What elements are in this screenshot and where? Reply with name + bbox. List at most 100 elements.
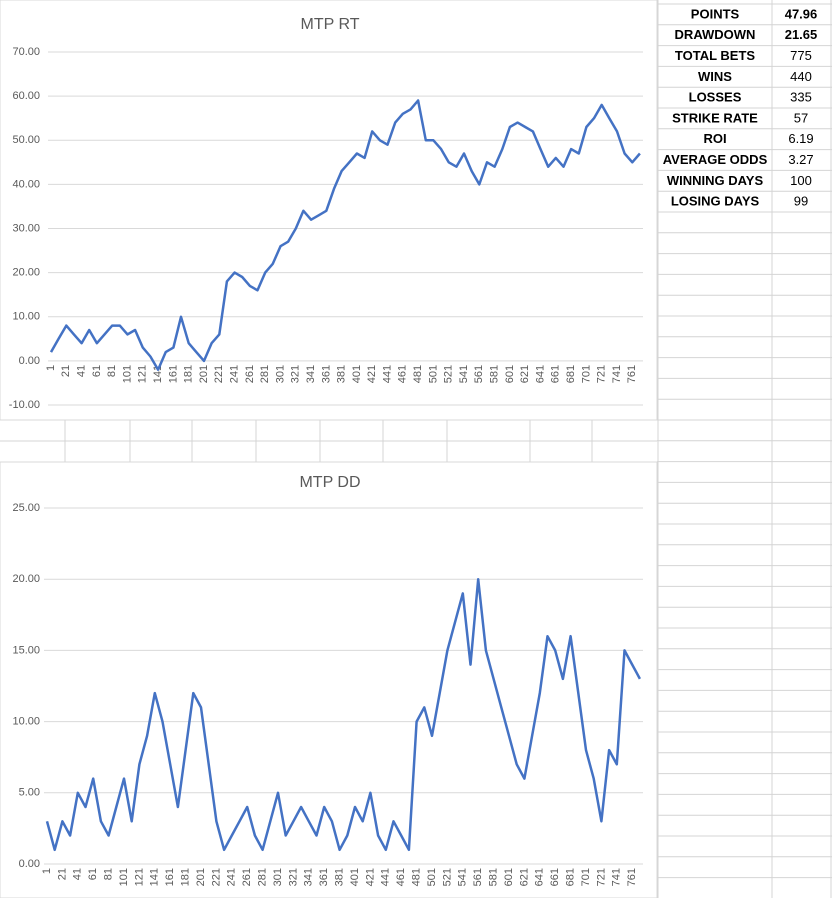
x-tick-label: 581	[489, 365, 501, 383]
y-tick-label: 20.00	[12, 267, 40, 279]
x-tick-label: 101	[118, 868, 130, 886]
x-tick-label: 481	[411, 868, 423, 886]
x-tick-label: 181	[180, 868, 192, 886]
x-tick-label: 381	[334, 868, 346, 886]
y-tick-label: 50.00	[12, 134, 40, 146]
x-tick-label: 421	[366, 365, 378, 383]
x-tick-label: 681	[565, 365, 577, 383]
stat-value: 99	[794, 194, 808, 209]
x-tick-label: 141	[152, 365, 164, 383]
x-tick-label: 581	[488, 868, 500, 886]
data-line	[49, 99, 641, 371]
x-tick-label: 401	[349, 868, 361, 886]
y-tick-label: -10.00	[9, 399, 40, 411]
stat-value: 775	[790, 48, 812, 63]
x-tick-label: 541	[458, 365, 470, 383]
stat-label: LOSING DAYS	[671, 194, 760, 209]
x-tick-label: 601	[503, 868, 515, 886]
x-tick-label: 201	[198, 365, 210, 383]
x-tick-label: 41	[72, 868, 84, 880]
x-tick-label: 621	[519, 365, 531, 383]
x-tick-label: 121	[133, 868, 145, 886]
x-tick-label: 521	[443, 365, 455, 383]
x-tick-label: 441	[381, 365, 393, 383]
x-tick-label: 721	[596, 365, 608, 383]
x-tick-label: 661	[549, 868, 561, 886]
x-tick-label: 721	[595, 868, 607, 886]
y-tick-label: 40.00	[12, 178, 40, 190]
x-tick-label: 261	[244, 365, 256, 383]
x-tick-label: 741	[611, 365, 623, 383]
x-tick-label: 501	[427, 365, 439, 383]
stat-value: 3.27	[788, 152, 813, 167]
x-tick-label: 661	[550, 365, 562, 383]
x-tick-label: 161	[167, 365, 179, 383]
x-tick-label: 341	[303, 868, 315, 886]
stat-label: WINNING DAYS	[667, 173, 764, 188]
x-tick-label: 281	[257, 868, 269, 886]
x-tick-label: 361	[318, 868, 330, 886]
x-tick-label: 101	[121, 365, 133, 383]
x-tick-label: 401	[351, 365, 363, 383]
stat-label: TOTAL BETS	[675, 48, 756, 63]
stat-label: STRIKE RATE	[672, 110, 758, 125]
x-tick-label: 481	[412, 365, 424, 383]
y-tick-label: 25.00	[12, 502, 40, 514]
y-tick-label: 10.00	[12, 716, 40, 728]
x-tick-label: 21	[60, 365, 72, 377]
stat-value: 47.96	[785, 6, 818, 21]
x-tick-label: 701	[580, 868, 592, 886]
stat-label: DRAWDOWN	[675, 27, 756, 42]
x-tick-label: 121	[137, 365, 149, 383]
x-tick-label: 301	[274, 365, 286, 383]
x-tick-label: 421	[364, 868, 376, 886]
x-tick-label: 1	[41, 868, 53, 874]
x-tick-label: 341	[305, 365, 317, 383]
x-tick-label: 201	[195, 868, 207, 886]
x-tick-label: 321	[290, 365, 302, 383]
stat-label: ROI	[703, 131, 726, 146]
y-tick-label: 30.00	[12, 222, 40, 234]
x-tick-label: 61	[91, 365, 103, 377]
x-tick-label: 461	[395, 868, 407, 886]
stat-label: POINTS	[691, 6, 740, 21]
x-tick-label: 41	[76, 365, 88, 377]
x-tick-label: 281	[259, 365, 271, 383]
x-tick-label: 541	[457, 868, 469, 886]
y-tick-label: 0.00	[19, 858, 40, 870]
x-tick-label: 61	[87, 868, 99, 880]
x-tick-label: 641	[534, 365, 546, 383]
x-tick-label: 601	[504, 365, 516, 383]
x-tick-label: 181	[183, 365, 195, 383]
x-tick-label: 701	[580, 365, 592, 383]
y-tick-label: 60.00	[12, 90, 40, 102]
y-tick-label: 5.00	[19, 787, 40, 799]
x-tick-label: 81	[103, 868, 115, 880]
stat-value: 100	[790, 173, 812, 188]
stat-value: 440	[790, 69, 812, 84]
y-tick-label: 0.00	[19, 355, 40, 367]
stat-label: AVERAGE ODDS	[663, 152, 768, 167]
x-tick-label: 381	[336, 365, 348, 383]
x-tick-label: 761	[626, 868, 638, 886]
x-tick-label: 681	[565, 868, 577, 886]
stat-value: 21.65	[785, 27, 818, 42]
x-tick-label: 1	[45, 365, 57, 371]
x-tick-label: 221	[210, 868, 222, 886]
x-tick-label: 21	[56, 868, 68, 880]
chart-title: MTP RT	[301, 16, 360, 33]
x-tick-label: 761	[626, 365, 638, 383]
x-tick-label: 741	[611, 868, 623, 886]
x-tick-label: 521	[441, 868, 453, 886]
x-tick-label: 561	[473, 365, 485, 383]
x-tick-label: 301	[272, 868, 284, 886]
x-tick-label: 441	[380, 868, 392, 886]
y-tick-label: 15.00	[12, 644, 40, 656]
y-tick-label: 10.00	[12, 311, 40, 323]
chart-area	[0, 461, 658, 898]
data-line	[45, 577, 642, 852]
stat-value: 6.19	[788, 131, 813, 146]
chart-title: MTP DD	[299, 474, 360, 491]
stat-label: LOSSES	[689, 90, 742, 105]
